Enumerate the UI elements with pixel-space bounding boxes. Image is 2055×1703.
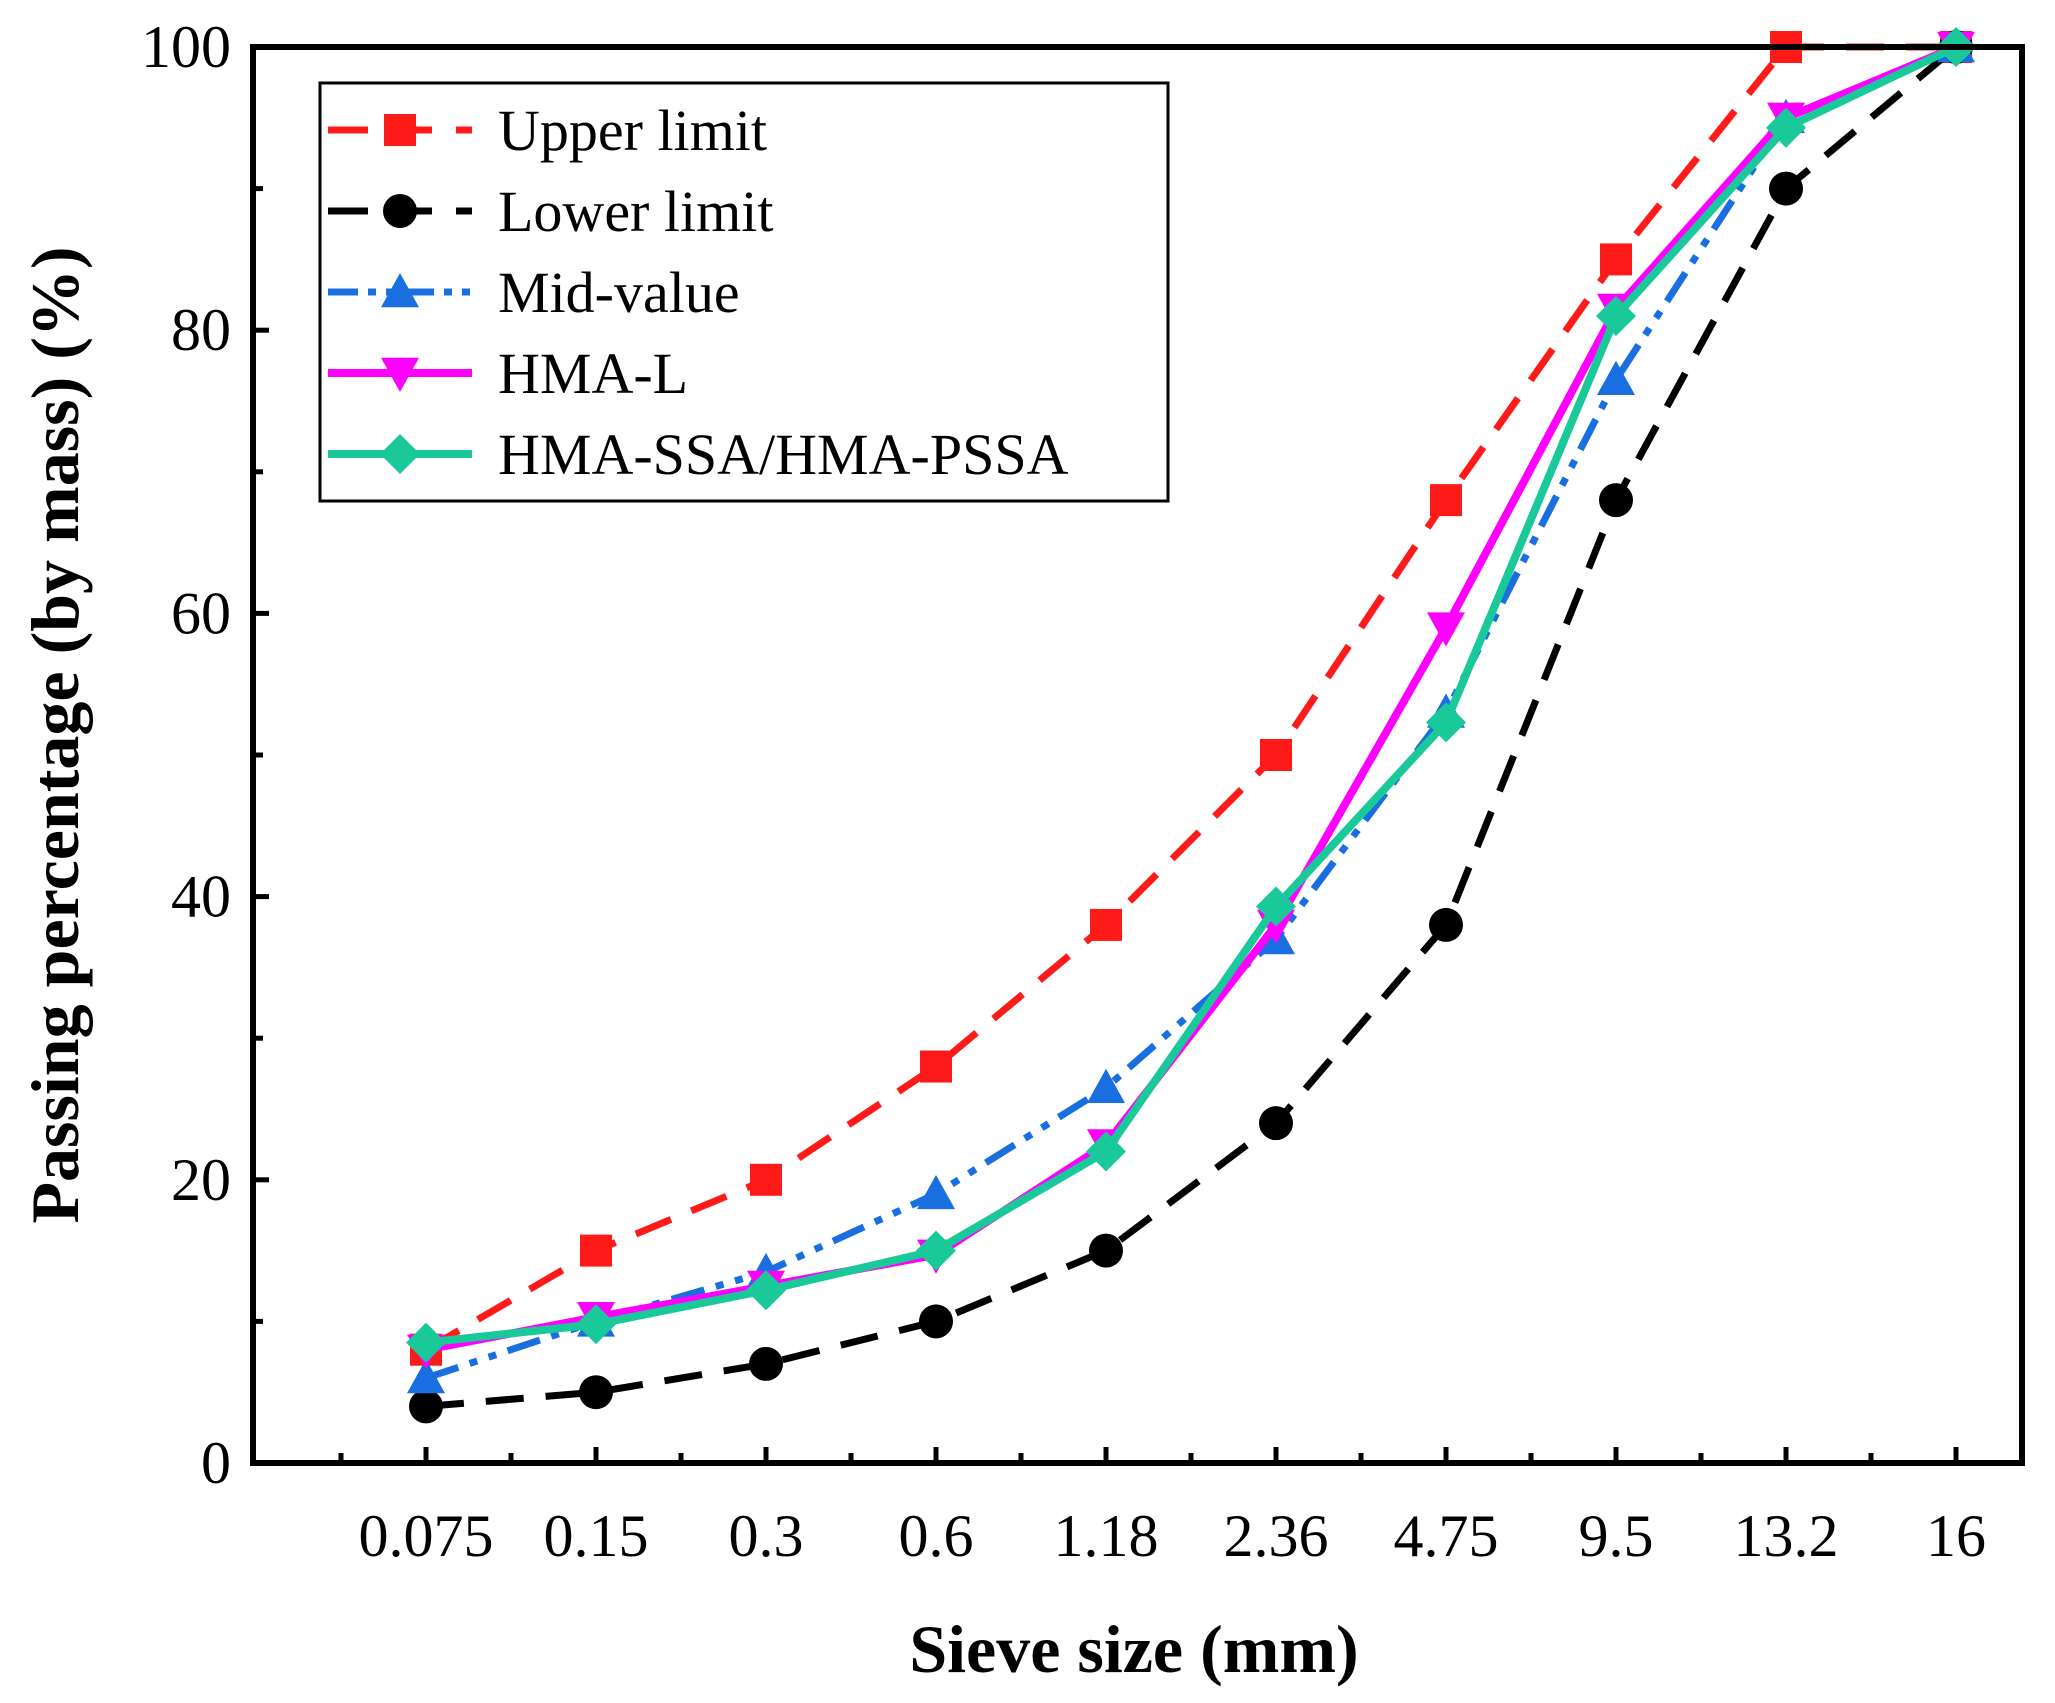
- y-tick-label: 20: [171, 1147, 231, 1213]
- y-tick-label: 0: [201, 1430, 231, 1496]
- data-point-mid-value: [1597, 360, 1635, 395]
- data-point-mid-value: [917, 1174, 955, 1210]
- data-point-upper-limit: [750, 1163, 782, 1196]
- data-point-hma-ssa-hma-pssa: [916, 1230, 956, 1271]
- data-point-lower-limit: [919, 1304, 953, 1339]
- data-point-lower-limit: [1599, 483, 1633, 518]
- legend: Upper limit Lower limit Mid-value HMA-L HMA-…: [318, 81, 1170, 503]
- series-layer: [406, 27, 1976, 1424]
- x-tick-label: 9.5: [1579, 1503, 1654, 1569]
- data-point-hma-ssa-hma-pssa: [746, 1270, 786, 1311]
- data-point-hma-l: [1427, 612, 1465, 647]
- data-point-lower-limit: [1769, 171, 1803, 206]
- data-point-hma-ssa-hma-pssa: [1256, 886, 1296, 927]
- data-point-upper-limit: [1430, 484, 1462, 517]
- legend-label-hma-l: HMA-L: [498, 341, 688, 406]
- data-point-upper-limit: [920, 1050, 952, 1083]
- legend-box: [318, 81, 1170, 503]
- data-point-lower-limit: [1429, 907, 1463, 942]
- x-tick-label: 2.36: [1224, 1503, 1329, 1569]
- y-tick-label: 80: [171, 297, 231, 363]
- data-point-lower-limit: [1259, 1106, 1293, 1141]
- data-point-lower-limit: [409, 1389, 443, 1424]
- data-point-hma-ssa-hma-pssa: [1086, 1131, 1126, 1172]
- x-tick-label: 0.3: [729, 1503, 804, 1569]
- legend-marker-upper-limit: [384, 114, 416, 146]
- axes-layer: 0 20 40 60 80 100 0.075 0.15 0.3 0.6 1.18 2.36 4.75 9…: [141, 14, 2025, 1569]
- data-point-mid-value: [407, 1359, 445, 1394]
- x-tick-label: 13.2: [1734, 1503, 1839, 1569]
- x-tick-label: 4.75: [1394, 1503, 1499, 1569]
- data-point-upper-limit: [1260, 739, 1292, 771]
- legend-label-lower-limit: Lower limit: [498, 179, 773, 244]
- x-tick-label: 0.6: [899, 1503, 974, 1569]
- legend-marker-hma-l: [381, 357, 419, 392]
- data-point-hma-ssa-hma-pssa: [1596, 296, 1636, 337]
- legend-marker-hma-ssa-hma-pssa: [380, 434, 420, 474]
- data-point-mid-value: [1087, 1068, 1125, 1103]
- data-point-hma-ssa-hma-pssa: [576, 1304, 616, 1345]
- x-tick-label: 1.18: [1054, 1503, 1159, 1569]
- data-point-lower-limit: [749, 1346, 783, 1381]
- legend-marker-lower-limit: [383, 194, 417, 228]
- x-tick-label: 0.15: [544, 1503, 649, 1569]
- data-point-hma-ssa-hma-pssa: [1426, 702, 1466, 743]
- y-axis-title: Passing percentage (by mass) (%): [17, 246, 93, 1223]
- data-point-lower-limit: [579, 1375, 613, 1410]
- x-tick-label: 0.075: [359, 1503, 494, 1569]
- series-line-upper-limit: [424, 43, 1956, 1353]
- x-tick-label: 16: [1926, 1503, 1986, 1569]
- y-tick-label: 40: [171, 864, 231, 930]
- data-point-upper-limit: [1600, 243, 1632, 276]
- data-point-upper-limit: [1090, 908, 1122, 941]
- legend-label-mid-value: Mid-value: [498, 260, 740, 325]
- legend-label-hma-ssa-hma-pssa: HMA-SSA/HMA-PSSA: [498, 422, 1069, 487]
- data-point-hma-ssa-hma-pssa: [406, 1322, 446, 1363]
- series-line-lower-limit: [425, 44, 1959, 1410]
- series-line-mid-value: [424, 43, 1958, 1382]
- series-line-hma-ssa-hma-pssa: [425, 43, 1958, 1347]
- x-axis-title: Sieve size (mm): [909, 1611, 1358, 1687]
- series-upper-limit: [410, 31, 1972, 1366]
- data-point-lower-limit: [1089, 1233, 1123, 1268]
- series-hma-ssa-hma-pssa: [406, 27, 1976, 1363]
- y-tick-label: 60: [171, 580, 231, 646]
- legend-marker-mid-value: [381, 273, 419, 308]
- y-tick-label: 100: [141, 14, 231, 80]
- legend-label-upper-limit: Upper limit: [498, 98, 767, 163]
- data-point-hma-ssa-hma-pssa: [1766, 107, 1806, 148]
- data-point-upper-limit: [580, 1234, 612, 1267]
